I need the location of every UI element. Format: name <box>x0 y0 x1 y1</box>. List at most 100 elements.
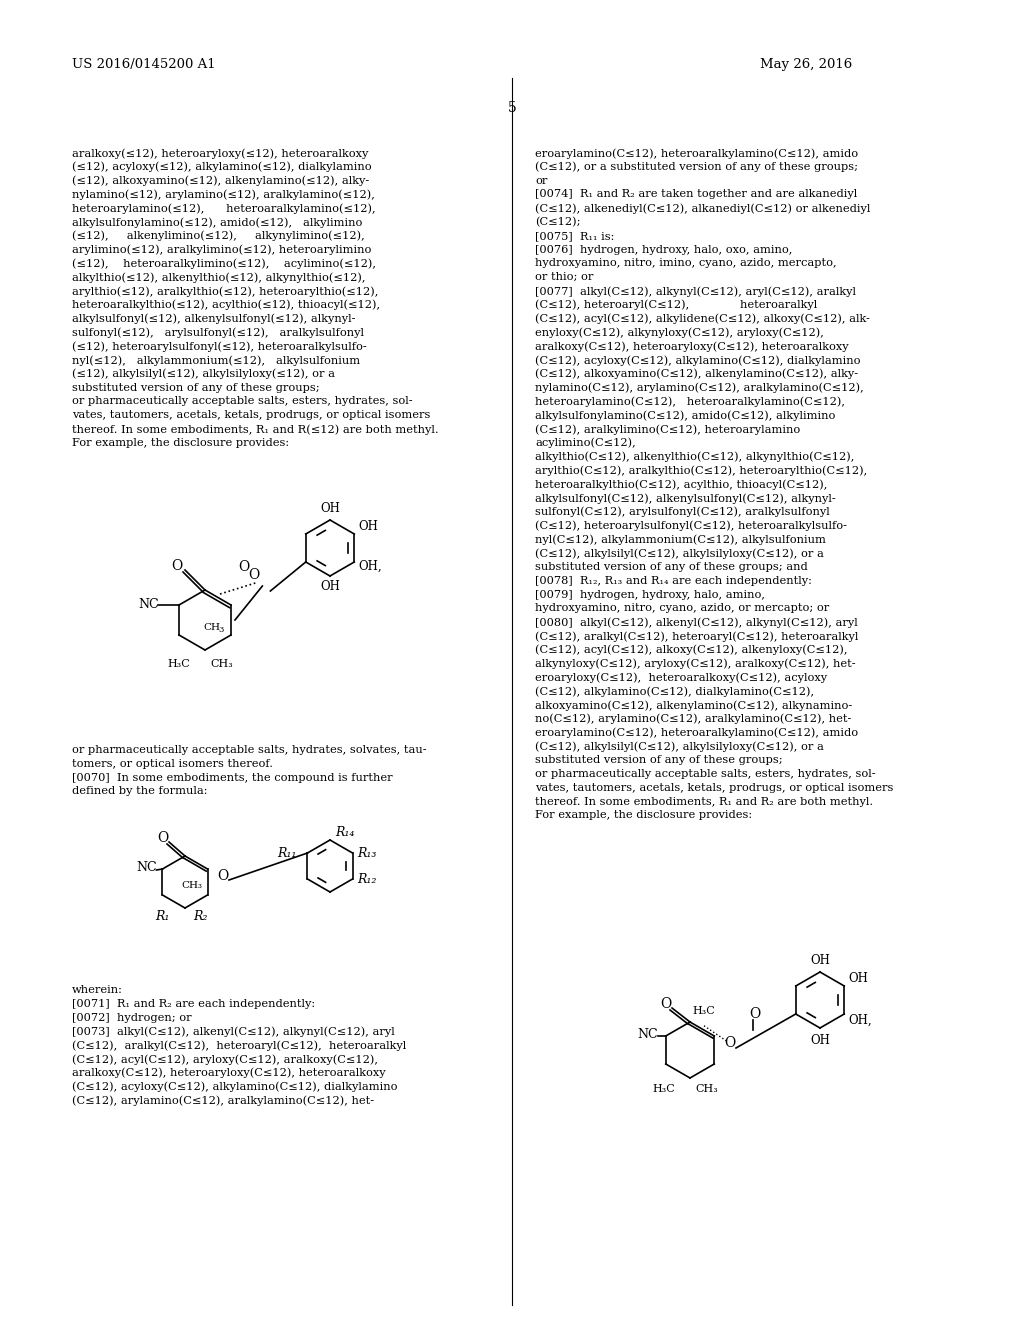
Text: OH,: OH, <box>358 560 382 573</box>
Text: (C≤12), acyl(C≤12), aryloxy(C≤12), aralkoxy(C≤12),: (C≤12), acyl(C≤12), aryloxy(C≤12), aralk… <box>72 1053 378 1064</box>
Text: [0070]  In some embodiments, the compound is further: [0070] In some embodiments, the compound… <box>72 772 392 783</box>
Text: [0078]  R₁₂, R₁₃ and R₁₄ are each independently:: [0078] R₁₂, R₁₃ and R₁₄ are each indepen… <box>535 576 812 586</box>
Text: or: or <box>535 176 548 186</box>
Text: alkylsulfonylamino(C≤12), amido(C≤12), alkylimino: alkylsulfonylamino(C≤12), amido(C≤12), a… <box>535 411 836 421</box>
Text: OH: OH <box>810 954 829 968</box>
Text: 3: 3 <box>218 626 223 634</box>
Text: OH: OH <box>319 502 340 515</box>
Text: (C≤12), alkylamino(C≤12), dialkylamino(C≤12),: (C≤12), alkylamino(C≤12), dialkylamino(C… <box>535 686 814 697</box>
Text: alkylthio(≤12), alkenylthio(≤12), alkynylthio(≤12),: alkylthio(≤12), alkenylthio(≤12), alkyny… <box>72 272 366 282</box>
Text: arylimino(≤12), aralkylimino(≤12), heteroarylimino: arylimino(≤12), aralkylimino(≤12), heter… <box>72 244 372 255</box>
Text: (C≤12), arylamino(C≤12), aralkylamino(C≤12), het-: (C≤12), arylamino(C≤12), aralkylamino(C≤… <box>72 1096 374 1106</box>
Text: R₁₂: R₁₂ <box>357 873 377 886</box>
Text: or thio; or: or thio; or <box>535 272 593 282</box>
Text: (C≤12), aralkyl(C≤12), heteroaryl(C≤12), heteroaralkyl: (C≤12), aralkyl(C≤12), heteroaryl(C≤12),… <box>535 631 858 642</box>
Text: alkoxyamino(C≤12), alkenylamino(C≤12), alkynamino-: alkoxyamino(C≤12), alkenylamino(C≤12), a… <box>535 700 852 710</box>
Text: [0071]  R₁ and R₂ are each independently:: [0071] R₁ and R₂ are each independently: <box>72 999 315 1008</box>
Text: wherein:: wherein: <box>72 985 123 995</box>
Text: For example, the disclosure provides:: For example, the disclosure provides: <box>535 810 752 821</box>
Text: For example, the disclosure provides:: For example, the disclosure provides: <box>72 438 289 447</box>
Text: US 2016/0145200 A1: US 2016/0145200 A1 <box>72 58 216 71</box>
Text: OH,: OH, <box>848 1014 871 1027</box>
Text: May 26, 2016: May 26, 2016 <box>760 58 852 71</box>
Text: or pharmaceutically acceptable salts, hydrates, solvates, tau-: or pharmaceutically acceptable salts, hy… <box>72 744 427 755</box>
Text: OH: OH <box>319 579 340 593</box>
Text: substituted version of any of these groups; and: substituted version of any of these grou… <box>535 562 808 572</box>
Text: arylthio(≤12), aralkylthio(≤12), heteroarylthio(≤12),: arylthio(≤12), aralkylthio(≤12), heteroa… <box>72 286 379 297</box>
Text: or pharmaceutically acceptable salts, esters, hydrates, sol-: or pharmaceutically acceptable salts, es… <box>535 770 876 779</box>
Text: (C≤12);: (C≤12); <box>535 216 581 227</box>
Text: 5: 5 <box>508 102 516 115</box>
Text: nyl(C≤12), alkylammonium(C≤12), alkylsulfonium: nyl(C≤12), alkylammonium(C≤12), alkylsul… <box>535 535 826 545</box>
Text: defined by the formula:: defined by the formula: <box>72 787 208 796</box>
Text: (C≤12), heteroarylsulfonyl(C≤12), heteroaralkylsulfo-: (C≤12), heteroarylsulfonyl(C≤12), hetero… <box>535 520 847 531</box>
Text: alkylthio(C≤12), alkenylthio(C≤12), alkynylthio(C≤12),: alkylthio(C≤12), alkenylthio(C≤12), alky… <box>535 451 854 462</box>
Text: eroarylamino(C≤12), heteroaralkylamino(C≤12), amido: eroarylamino(C≤12), heteroaralkylamino(C… <box>535 727 858 738</box>
Text: (C≤12), acyloxy(C≤12), alkylamino(C≤12), dialkylamino: (C≤12), acyloxy(C≤12), alkylamino(C≤12),… <box>72 1081 397 1092</box>
Text: aralkoxy(C≤12), heteroaryloxy(C≤12), heteroaralkoxy: aralkoxy(C≤12), heteroaryloxy(C≤12), het… <box>535 341 849 351</box>
Text: CH: CH <box>203 623 220 632</box>
Text: tomers, or optical isomers thereof.: tomers, or optical isomers thereof. <box>72 759 273 768</box>
Text: sulfonyl(≤12),   arylsulfonyl(≤12),   aralkylsulfonyl: sulfonyl(≤12), arylsulfonyl(≤12), aralky… <box>72 327 364 338</box>
Text: (C≤12), aralkylimino(C≤12), heteroarylamino: (C≤12), aralkylimino(C≤12), heteroarylam… <box>535 424 800 434</box>
Text: O: O <box>249 568 260 582</box>
Text: (C≤12), or a substituted version of any of these groups;: (C≤12), or a substituted version of any … <box>535 162 858 173</box>
Text: R₁₁: R₁₁ <box>278 847 297 861</box>
Text: vates, tautomers, acetals, ketals, prodrugs, or optical isomers: vates, tautomers, acetals, ketals, prodr… <box>72 411 430 420</box>
Text: (≤12),     alkenylimino(≤12),     alkynylimino(≤12),: (≤12), alkenylimino(≤12), alkynylimino(≤… <box>72 231 365 242</box>
Text: nyl(≤12),   alkylammonium(≤12),   alkylsulfonium: nyl(≤12), alkylammonium(≤12), alkylsulfo… <box>72 355 360 366</box>
Text: OH: OH <box>810 1034 829 1047</box>
Text: (≤12),    heteroaralkylimino(≤12),    acylimino(≤12),: (≤12), heteroaralkylimino(≤12), acylimin… <box>72 259 376 269</box>
Text: O: O <box>724 1036 735 1049</box>
Text: substituted version of any of these groups;: substituted version of any of these grou… <box>72 383 319 392</box>
Text: CH₃: CH₃ <box>210 659 232 669</box>
Text: or pharmaceutically acceptable salts, esters, hydrates, sol-: or pharmaceutically acceptable salts, es… <box>72 396 413 407</box>
Text: (C≤12), alkoxyamino(C≤12), alkenylamino(C≤12), alky-: (C≤12), alkoxyamino(C≤12), alkenylamino(… <box>535 368 858 379</box>
Text: (C≤12), alkylsilyl(C≤12), alkylsilyloxy(C≤12), or a: (C≤12), alkylsilyl(C≤12), alkylsilyloxy(… <box>535 548 824 558</box>
Text: (C≤12), acyl(C≤12), alkylidene(C≤12), alkoxy(C≤12), alk-: (C≤12), acyl(C≤12), alkylidene(C≤12), al… <box>535 314 869 325</box>
Text: CH₃: CH₃ <box>181 880 202 890</box>
Text: O: O <box>171 558 182 573</box>
Text: heteroarylamino(C≤12),   heteroaralkylamino(C≤12),: heteroarylamino(C≤12), heteroaralkylamin… <box>535 396 845 407</box>
Text: [0076]  hydrogen, hydroxy, halo, oxo, amino,: [0076] hydrogen, hydroxy, halo, oxo, ami… <box>535 244 793 255</box>
Text: NC: NC <box>638 1028 658 1041</box>
Text: substituted version of any of these groups;: substituted version of any of these grou… <box>535 755 782 766</box>
Text: vates, tautomers, acetals, ketals, prodrugs, or optical isomers: vates, tautomers, acetals, ketals, prodr… <box>535 783 893 793</box>
Text: arylthio(C≤12), aralkylthio(C≤12), heteroarylthio(C≤12),: arylthio(C≤12), aralkylthio(C≤12), heter… <box>535 466 867 477</box>
Text: CH₃: CH₃ <box>695 1084 718 1094</box>
Text: hydroxyamino, nitro, imino, cyano, azido, mercapto,: hydroxyamino, nitro, imino, cyano, azido… <box>535 259 837 268</box>
Text: heteroaralkylthio(C≤12), acylthio, thioacyl(C≤12),: heteroaralkylthio(C≤12), acylthio, thioa… <box>535 479 827 490</box>
Text: OH: OH <box>358 520 378 533</box>
Text: [0080]  alkyl(C≤12), alkenyl(C≤12), alkynyl(C≤12), aryl: [0080] alkyl(C≤12), alkenyl(C≤12), alkyn… <box>535 618 858 628</box>
Text: hydroxyamino, nitro, cyano, azido, or mercapto; or: hydroxyamino, nitro, cyano, azido, or me… <box>535 603 829 614</box>
Text: (≤12), alkoxyamino(≤12), alkenylamino(≤12), alky-: (≤12), alkoxyamino(≤12), alkenylamino(≤1… <box>72 176 370 186</box>
Text: [0073]  alkyl(C≤12), alkenyl(C≤12), alkynyl(C≤12), aryl: [0073] alkyl(C≤12), alkenyl(C≤12), alkyn… <box>72 1027 394 1038</box>
Text: (C≤12), acyloxy(C≤12), alkylamino(C≤12), dialkylamino: (C≤12), acyloxy(C≤12), alkylamino(C≤12),… <box>535 355 860 366</box>
Text: no(C≤12), arylamino(C≤12), aralkylamino(C≤12), het-: no(C≤12), arylamino(C≤12), aralkylamino(… <box>535 714 851 725</box>
Text: [0077]  alkyl(C≤12), alkynyl(C≤12), aryl(C≤12), aralkyl: [0077] alkyl(C≤12), alkynyl(C≤12), aryl(… <box>535 286 856 297</box>
Text: NC: NC <box>138 598 159 611</box>
Text: nylamino(≤12), arylamino(≤12), aralkylamino(≤12),: nylamino(≤12), arylamino(≤12), aralkylam… <box>72 189 375 199</box>
Text: R₁: R₁ <box>155 909 169 923</box>
Text: heteroaralkylthio(≤12), acylthio(≤12), thioacyl(≤12),: heteroaralkylthio(≤12), acylthio(≤12), t… <box>72 300 380 310</box>
Text: O: O <box>660 997 672 1011</box>
Text: heteroarylamino(≤12),      heteroaralkylamino(≤12),: heteroarylamino(≤12), heteroaralkylamino… <box>72 203 376 214</box>
Text: O: O <box>157 832 168 845</box>
Text: O: O <box>238 560 249 574</box>
Text: nylamino(C≤12), arylamino(C≤12), aralkylamino(C≤12),: nylamino(C≤12), arylamino(C≤12), aralkyl… <box>535 383 864 393</box>
Text: OH: OH <box>848 972 868 985</box>
Text: aralkoxy(C≤12), heteroaryloxy(C≤12), heteroaralkoxy: aralkoxy(C≤12), heteroaryloxy(C≤12), het… <box>72 1068 386 1078</box>
Text: (≤12), heteroarylsulfonyl(≤12), heteroaralkylsulfo-: (≤12), heteroarylsulfonyl(≤12), heteroar… <box>72 341 367 351</box>
Text: H₃C: H₃C <box>652 1084 675 1094</box>
Text: eroaryloxy(C≤12),  heteroaralkoxy(C≤12), acyloxy: eroaryloxy(C≤12), heteroaralkoxy(C≤12), … <box>535 672 827 682</box>
Text: eroarylamino(C≤12), heteroaralkylamino(C≤12), amido: eroarylamino(C≤12), heteroaralkylamino(C… <box>535 148 858 158</box>
Text: [0079]  hydrogen, hydroxy, halo, amino,: [0079] hydrogen, hydroxy, halo, amino, <box>535 590 765 599</box>
Text: thereof. In some embodiments, R₁ and R₂ are both methyl.: thereof. In some embodiments, R₁ and R₂ … <box>535 796 873 807</box>
Text: (C≤12), acyl(C≤12), alkoxy(C≤12), alkenyloxy(C≤12),: (C≤12), acyl(C≤12), alkoxy(C≤12), alkeny… <box>535 644 848 655</box>
Text: alkylsulfonyl(≤12), alkenylsulfonyl(≤12), alkynyl-: alkylsulfonyl(≤12), alkenylsulfonyl(≤12)… <box>72 314 355 325</box>
Text: acylimino(C≤12),: acylimino(C≤12), <box>535 438 636 449</box>
Text: (C≤12), alkylsilyl(C≤12), alkylsilyloxy(C≤12), or a: (C≤12), alkylsilyl(C≤12), alkylsilyloxy(… <box>535 742 824 752</box>
Text: [0072]  hydrogen; or: [0072] hydrogen; or <box>72 1012 191 1023</box>
Text: (≤12), alkylsilyl(≤12), alkylsilyloxy(≤12), or a: (≤12), alkylsilyl(≤12), alkylsilyloxy(≤1… <box>72 368 335 379</box>
Text: H₃C: H₃C <box>692 1006 715 1016</box>
